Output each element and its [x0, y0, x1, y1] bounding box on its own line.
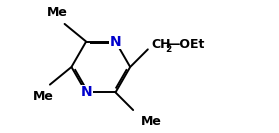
Text: N: N: [80, 85, 92, 99]
Text: —OEt: —OEt: [167, 38, 204, 51]
Text: Me: Me: [33, 90, 54, 103]
Text: Me: Me: [141, 115, 162, 128]
Text: Me: Me: [47, 6, 68, 19]
Text: 2: 2: [165, 45, 171, 54]
Text: CH: CH: [152, 38, 171, 51]
Text: N: N: [110, 35, 121, 49]
